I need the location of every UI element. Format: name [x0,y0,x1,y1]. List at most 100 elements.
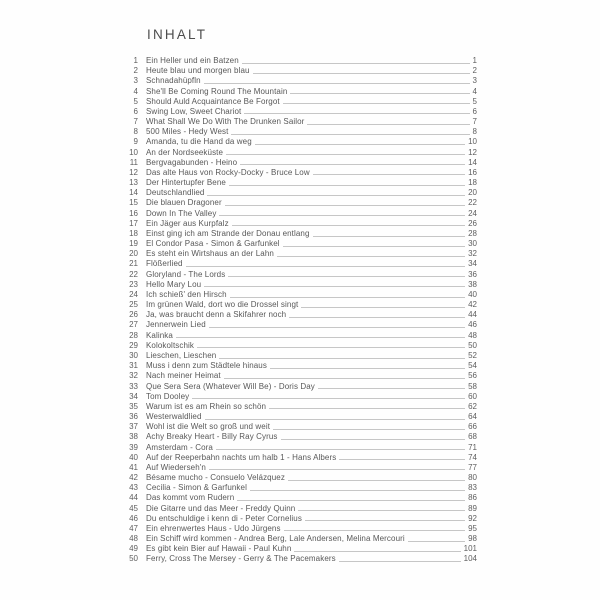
toc-row: 5 Should Auld Acquaintance Be Forgot 5 [118,97,477,107]
leader-line [203,82,470,84]
leader-line [269,408,466,410]
entry-page: 77 [468,462,477,472]
entry-page: 48 [468,330,477,340]
entry-title: Jennerwein Lied [146,320,206,330]
leader-line [304,520,466,522]
entry-title: Kolokoltschik [146,340,194,350]
entry-page: 16 [468,167,477,177]
entry-number: 13 [129,178,138,188]
entry-title: Amanda, tu die Hand da weg [146,137,252,147]
entry-page: 71 [468,442,477,452]
entry-title: She'll Be Coming Round The Mountain [146,86,288,96]
entry-title: Einst ging ich am Strande der Donau entl… [146,228,310,238]
entry-number: 2 [133,66,138,76]
leader-line [269,367,466,369]
toc-row: 42 Bésame mucho - Consuelo Velázquez 80 [118,473,477,483]
entry-page: 34 [468,259,477,269]
toc-row: 46 Du entschuldige i kenn di - Peter Corn… [118,514,477,524]
leader-line [208,469,466,471]
entry-title: Ein Heller und ein Batzen [146,56,239,65]
entry-number: 38 [129,432,138,442]
entry-title: Tom Dooley [146,391,190,401]
entry-number: 33 [129,381,138,391]
entry-title: Ein ehrenwertes Haus - Udo Jürgens [146,523,281,533]
leader-line [312,235,466,237]
toc-row: 18 Einst ging ich am Strande der Donau en… [118,229,477,239]
entry-title: Auf Wiederseh'n [146,462,206,472]
entry-title: Lieschen, Lieschen [146,350,217,360]
toc-row: 27 Jennerwein Lied 46 [118,320,477,330]
leader-line [207,194,466,196]
entry-number: 4 [133,86,138,96]
entry-title: What Shall We Do With The Drunken Sailor [146,117,305,127]
entry-title: Du entschuldige i kenn di - Peter Cornel… [146,513,302,523]
entry-title: Kalinka [146,330,173,340]
entry-page: 30 [468,239,477,249]
toc-list: 1 Ein Heller und ein Batzen 1 2 Heute blau u… [118,56,477,565]
entry-number: 37 [129,422,138,432]
toc-row: 50 Ferry, Cross The Mersey - Gerry & The … [118,554,477,564]
entry-number: 9 [133,137,138,147]
entry-page: 104 [463,554,477,564]
leader-line [219,215,466,217]
leader-line [312,174,466,176]
entry-page: 95 [468,523,477,533]
leader-line [282,245,466,247]
leader-line [301,306,466,308]
toc-row: 20 Es steht ein Wirtshaus an der Lahn 32 [118,249,477,259]
toc-row: 44 Das kommt vom Rudern 86 [118,493,477,503]
toc-row: 13 Der Hintertupfer Bene 18 [118,178,477,188]
entry-page: 89 [468,503,477,513]
entry-page: 7 [472,117,477,127]
entry-number: 6 [133,106,138,116]
entry-title: An der Nordseeküste [146,147,224,157]
entry-page: 52 [468,350,477,360]
entry-number: 21 [129,259,138,269]
toc-row: 40 Auf der Reeperbahn nachts um halb 1 - … [118,453,477,463]
toc-row: 19 El Condor Pasa - Simon & Garfunkel 30 [118,239,477,249]
entry-title: Que Sera Sera (Whatever Will Be) - Doris… [146,381,315,391]
toc-row: 24 Ich schieß' den Hirsch 40 [118,290,477,300]
leader-line [407,540,466,542]
toc-row: 35 Warum ist es am Rhein so schön 62 [118,402,477,412]
entry-number: 27 [129,320,138,330]
entry-title: Deutschlandlied [146,188,205,198]
entry-title: Ja, was braucht denn a Skifahrer noch [146,310,287,320]
toc-row: 21 Flößerlied 34 [118,259,477,269]
entry-title: Es gibt kein Bier auf Hawaii - Paul Kuhn [146,544,292,554]
entry-number: 41 [129,462,138,472]
entry-page: 56 [468,371,477,381]
toc-row: 49 Es gibt kein Bier auf Hawaii - Paul Ku… [118,544,477,554]
leader-line [240,164,466,166]
leader-line [289,316,466,318]
entry-page: 6 [472,106,477,116]
entry-page: 64 [468,412,477,422]
entry-page: 3 [472,76,477,86]
toc-row: 33 Que Sera Sera (Whatever Will Be) - Dor… [118,382,477,392]
entry-page: 42 [468,300,477,310]
entry-page: 20 [468,188,477,198]
leader-line [287,479,466,481]
entry-title: Westerwaldlied [146,412,202,422]
entry-page: 74 [468,452,477,462]
entry-page: 92 [468,513,477,523]
leader-line [338,561,461,562]
entry-title: Das kommt vom Rudern [146,493,235,503]
leader-line [231,133,470,135]
entry-number: 7 [133,117,138,127]
leader-line [252,72,470,74]
entry-number: 40 [129,452,138,462]
entry-page: 80 [468,473,477,483]
entry-number: 23 [129,279,138,289]
toc-row: 11 Bergvagabunden - Heino 14 [118,158,477,168]
entry-number: 1 [133,56,138,65]
entry-title: Down In The Valley [146,208,217,218]
entry-page: 46 [468,320,477,330]
entry-number: 46 [129,513,138,523]
entry-page: 50 [468,340,477,350]
entry-number: 11 [129,157,138,167]
leader-line [219,357,466,359]
leader-line [228,276,466,278]
entry-number: 42 [129,473,138,483]
